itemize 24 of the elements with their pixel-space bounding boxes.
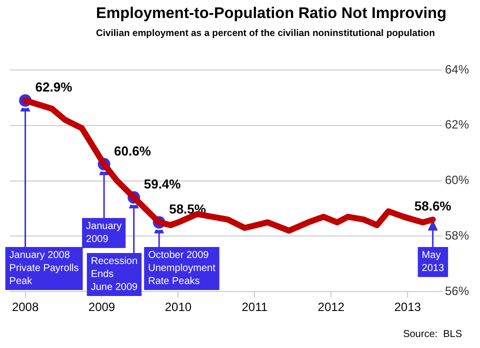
- y-tick-label: 64%: [444, 62, 470, 76]
- data-label: 62.9%: [35, 80, 73, 95]
- x-tick-label: 2012: [318, 300, 345, 314]
- x-tick-label: 2013: [394, 300, 422, 314]
- x-tick-label: 2008: [12, 300, 39, 314]
- data-label: 60.6%: [114, 143, 152, 158]
- chart-title: Employment-to-Population Ratio Not Improving: [96, 5, 446, 23]
- x-tick-label: 2009: [88, 300, 116, 314]
- data-label: 59.4%: [144, 176, 182, 192]
- chart-subtitle: Civilian employment as a percent of the civilian noninstitutional population: [96, 28, 435, 39]
- annotation: Recession Ends June 2009: [90, 256, 138, 293]
- data-label: 58.5%: [169, 201, 206, 216]
- annotation: May 2013: [422, 250, 444, 274]
- y-tick-label: 58%: [444, 228, 470, 243]
- data-label: 58.6%: [414, 198, 452, 214]
- y-tick-label: 56%: [444, 284, 470, 298]
- y-tick-label: 60%: [444, 173, 470, 188]
- annotation: January 2008 Private Payrolls Peak: [9, 250, 79, 287]
- annotation: October 2009 Unemployment Rate Peaks: [148, 250, 216, 287]
- x-tick-label: 2010: [164, 300, 192, 314]
- y-tick-label: 62%: [444, 118, 470, 132]
- annotation: January 2009: [86, 220, 122, 245]
- x-tick-label: 2011: [242, 300, 268, 314]
- source-note: Source: BLS: [403, 329, 462, 340]
